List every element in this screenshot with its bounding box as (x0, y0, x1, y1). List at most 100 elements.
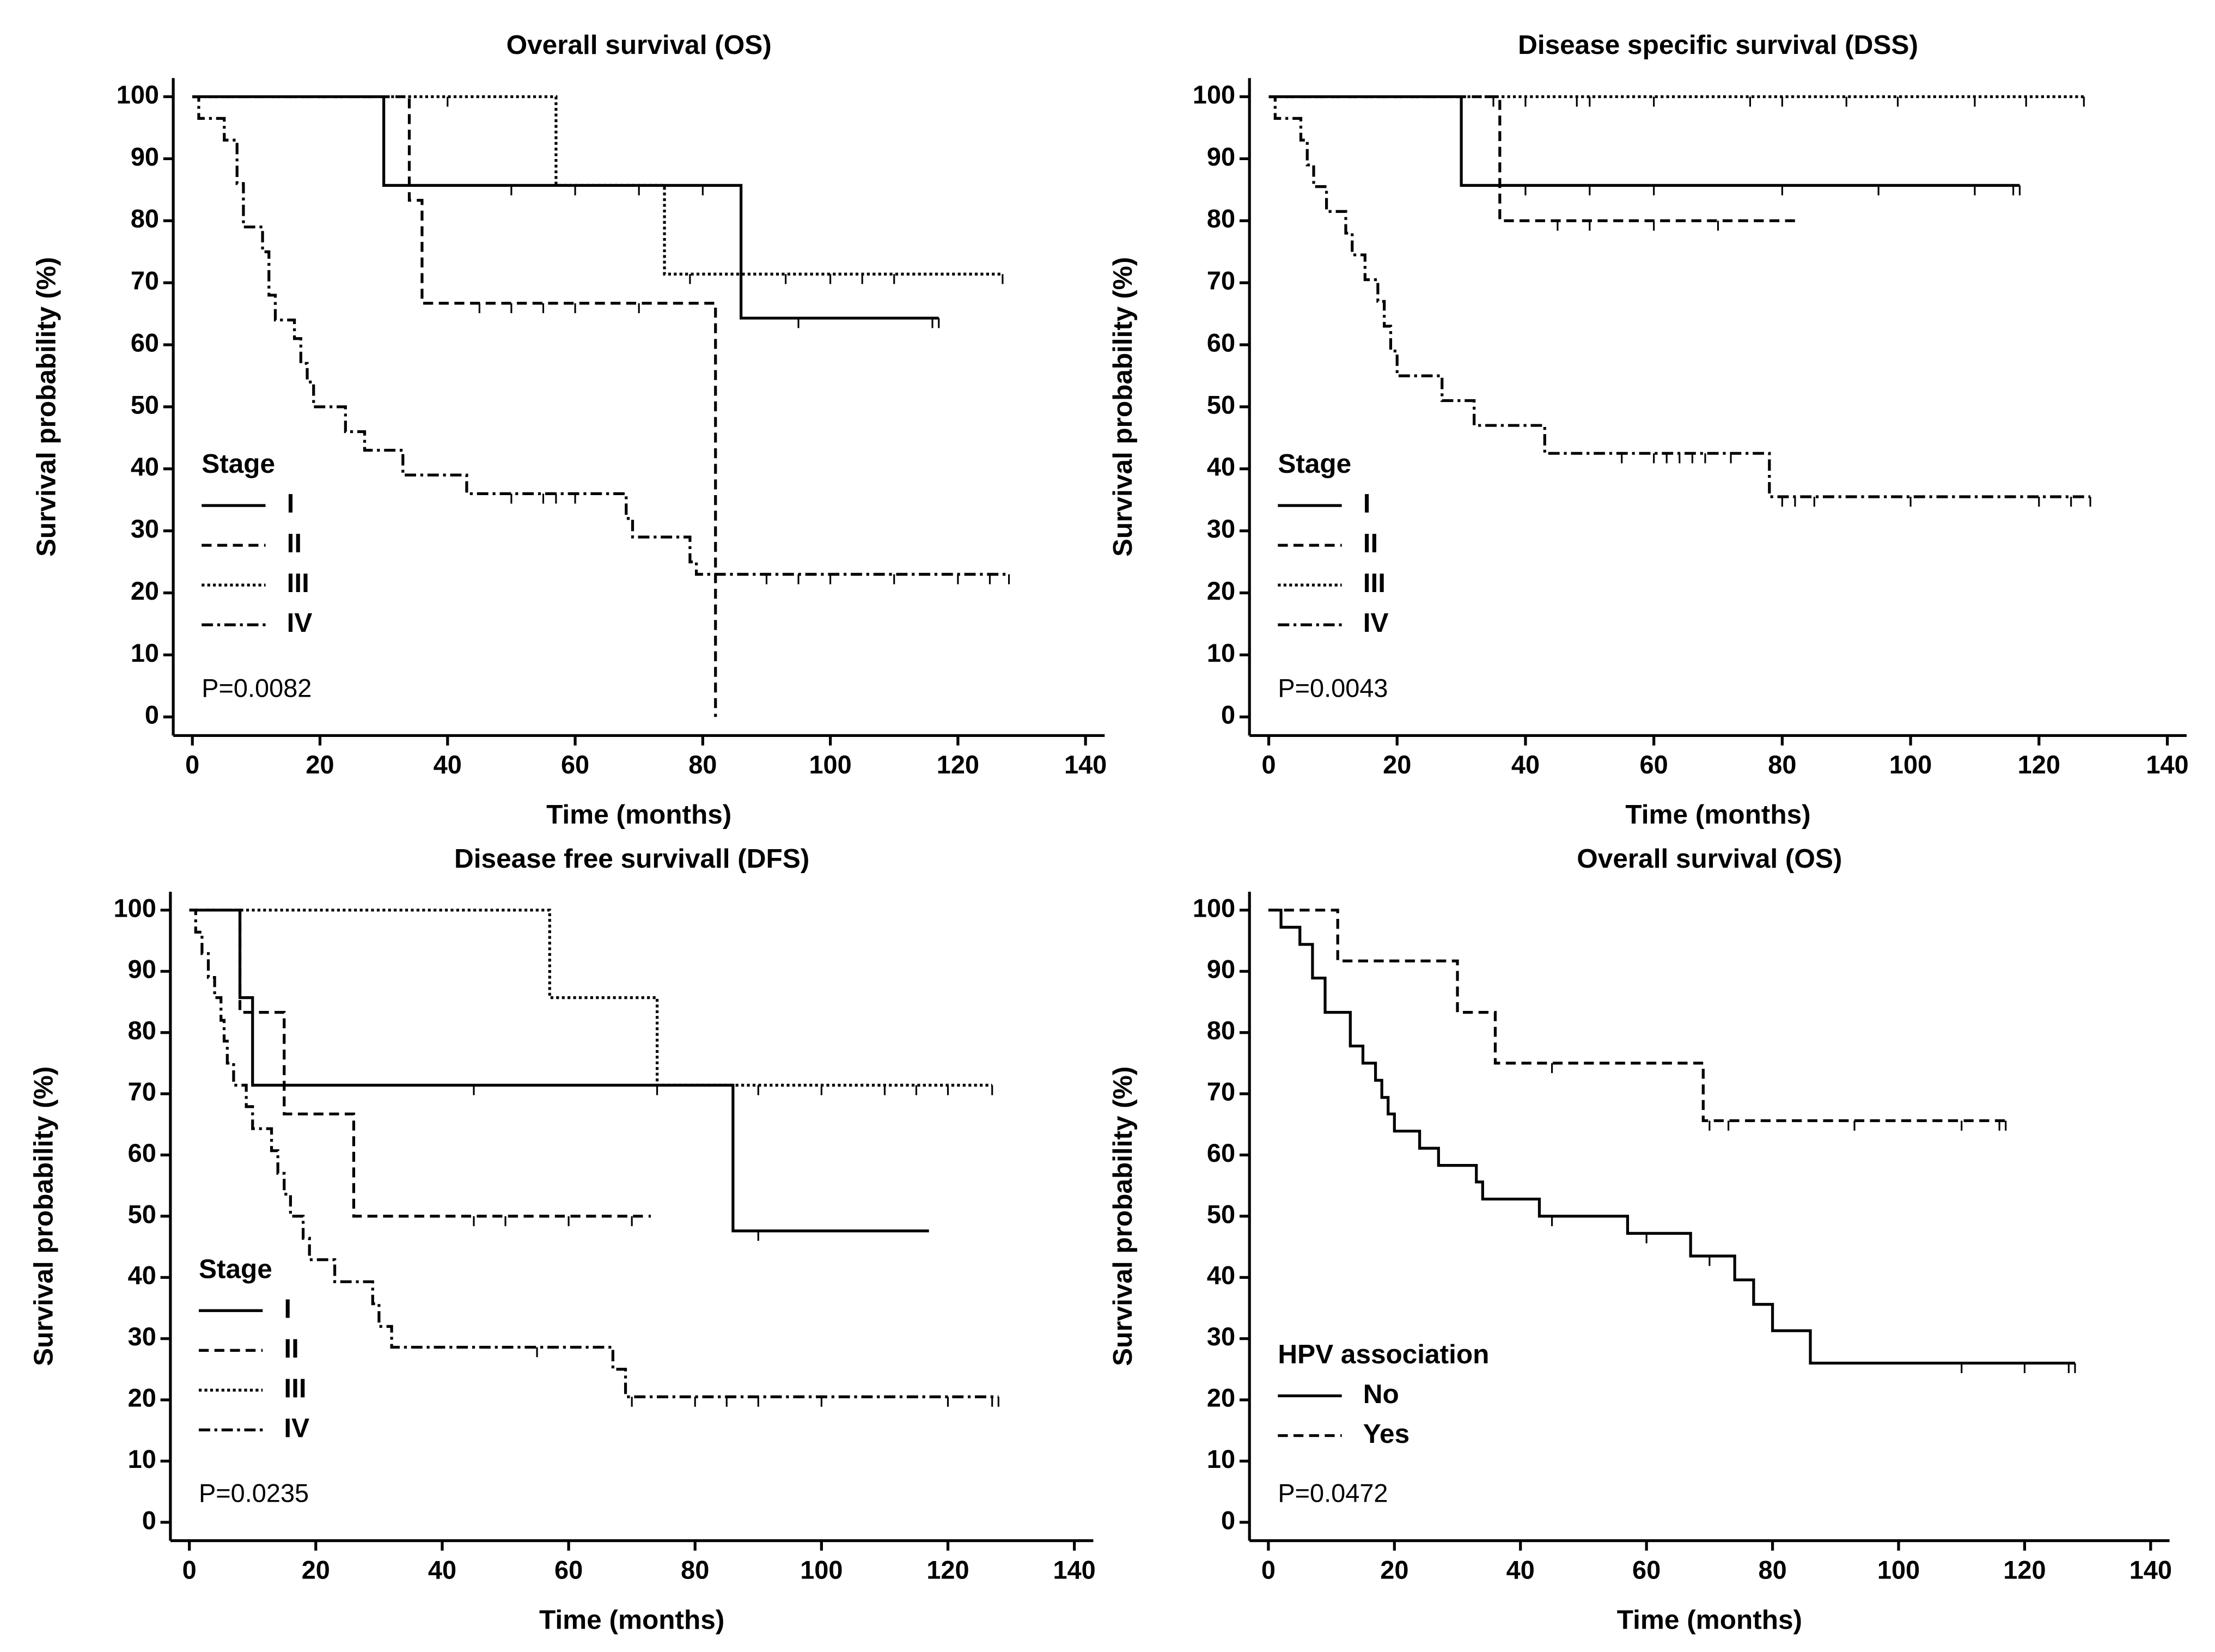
chart-title: Overall survival (OS) (507, 30, 772, 60)
y-tick-label: 100 (114, 894, 156, 922)
legend-title: Stage (202, 449, 275, 479)
x-tick-label: 0 (182, 1556, 197, 1584)
x-tick-label: 60 (561, 751, 589, 779)
x-tick-label: 0 (185, 751, 199, 779)
y-tick-label: 20 (131, 577, 159, 605)
p-value: P=0.0082 (202, 674, 312, 702)
y-tick-label: 90 (131, 143, 159, 171)
y-tick-label: 80 (128, 1016, 156, 1045)
survival-curve (1268, 95, 1795, 222)
y-tick-label: 90 (1207, 143, 1235, 171)
survival-curve (1268, 909, 2075, 1365)
legend-label: I (1363, 489, 1371, 519)
x-tick-label: 60 (554, 1556, 583, 1584)
y-tick-label: 100 (117, 81, 159, 109)
y-tick-label: 20 (128, 1383, 156, 1412)
survival-curve (192, 95, 1009, 576)
legend-title: HPV association (1278, 1339, 1489, 1369)
y-tick-label: 80 (1207, 1016, 1235, 1045)
legend-label: IV (284, 1413, 309, 1443)
y-tick-label: 30 (1207, 515, 1235, 543)
chart-title: Disease specific survival (DSS) (1518, 30, 1918, 60)
y-tick-label: 70 (131, 267, 159, 295)
x-tick-label: 120 (2018, 751, 2060, 779)
legend-label: No (1363, 1379, 1399, 1409)
y-tick-label: 90 (1207, 955, 1235, 984)
y-tick-label: 10 (1207, 639, 1235, 667)
chart-title: Disease free survivall (DFS) (454, 844, 809, 874)
y-tick-label: 80 (1207, 205, 1235, 233)
x-tick-label: 120 (926, 1556, 969, 1584)
x-tick-label: 60 (1632, 1556, 1661, 1584)
legend-label: II (287, 528, 302, 558)
y-tick-label: 50 (1207, 391, 1235, 419)
survival-curve (189, 909, 651, 1218)
survival-curve (189, 909, 992, 1087)
y-tick-label: 10 (131, 639, 159, 667)
chart-title: Overall survival (OS) (1577, 844, 1842, 874)
x-tick-label: 0 (1262, 751, 1276, 779)
p-value: P=0.0472 (1278, 1479, 1388, 1508)
x-tick-label: 80 (681, 1556, 709, 1584)
legend-label: II (284, 1333, 299, 1363)
x-tick-label: 60 (1640, 751, 1668, 779)
x-tick-label: 100 (1889, 751, 1932, 779)
y-axis-label: Survival probability (%) (29, 1066, 59, 1366)
y-tick-label: 40 (128, 1261, 156, 1290)
legend-label: I (284, 1294, 291, 1324)
x-axis-label: Time (months) (546, 800, 731, 830)
chart-panel: Disease free survivall (DFS) 0 10 20 30 40 50 6… (29, 844, 1096, 1635)
y-tick-label: 50 (1207, 1200, 1235, 1228)
y-tick-label: 0 (142, 1506, 156, 1534)
x-tick-label: 20 (302, 1556, 330, 1584)
legend-title: Stage (1278, 449, 1351, 479)
x-tick-label: 140 (1053, 1556, 1095, 1584)
y-axis-label: Survival probability (%) (1108, 257, 1138, 557)
x-tick-label: 40 (1511, 751, 1540, 779)
x-tick-label: 100 (1877, 1556, 1920, 1584)
y-tick-label: 0 (145, 701, 159, 729)
y-tick-label: 100 (1193, 81, 1235, 109)
survival-curve (189, 909, 999, 1399)
y-axis-label: Survival probability (%) (1108, 1066, 1138, 1366)
x-tick-label: 20 (1383, 751, 1411, 779)
x-tick-label: 100 (800, 1556, 843, 1584)
survival-curve (1268, 909, 2006, 1123)
legend-label: III (1363, 568, 1386, 598)
survival-curve (192, 95, 1003, 276)
legend-label: IV (1363, 608, 1389, 638)
y-tick-label: 40 (1207, 1261, 1235, 1290)
survival-curve (1268, 95, 2091, 498)
survival-curve (192, 95, 939, 320)
x-tick-label: 140 (2129, 1556, 2172, 1584)
legend-label: III (284, 1373, 306, 1403)
p-value: P=0.0235 (199, 1479, 309, 1508)
x-axis-label: Time (months) (1617, 1605, 1802, 1635)
legend-label: II (1363, 528, 1378, 558)
legend-label: I (287, 489, 295, 519)
x-tick-label: 80 (1758, 1556, 1786, 1584)
y-tick-label: 30 (128, 1322, 156, 1351)
y-tick-label: 70 (1207, 267, 1235, 295)
y-tick-label: 40 (131, 453, 159, 481)
legend-label: IV (287, 608, 313, 638)
survival-curve (189, 909, 929, 1233)
y-tick-label: 20 (1207, 1383, 1235, 1412)
y-tick-label: 0 (1221, 701, 1235, 729)
x-tick-label: 80 (688, 751, 717, 779)
y-tick-label: 50 (131, 391, 159, 419)
y-tick-label: 80 (131, 205, 159, 233)
legend-label: Yes (1363, 1419, 1409, 1449)
y-axis-label: Survival probability (%) (32, 257, 62, 557)
x-tick-label: 40 (428, 1556, 456, 1584)
x-tick-label: 120 (2003, 1556, 2046, 1584)
y-tick-label: 100 (1193, 894, 1235, 922)
survival-curve (192, 95, 717, 717)
y-tick-label: 90 (128, 955, 156, 984)
x-tick-label: 140 (1064, 751, 1107, 779)
y-tick-label: 10 (128, 1445, 156, 1473)
y-tick-label: 60 (128, 1139, 156, 1167)
chart-panel: Overall survival (OS) 0 10 20 30 40 50 60 70 80 90… (32, 30, 1107, 830)
x-tick-label: 100 (809, 751, 851, 779)
